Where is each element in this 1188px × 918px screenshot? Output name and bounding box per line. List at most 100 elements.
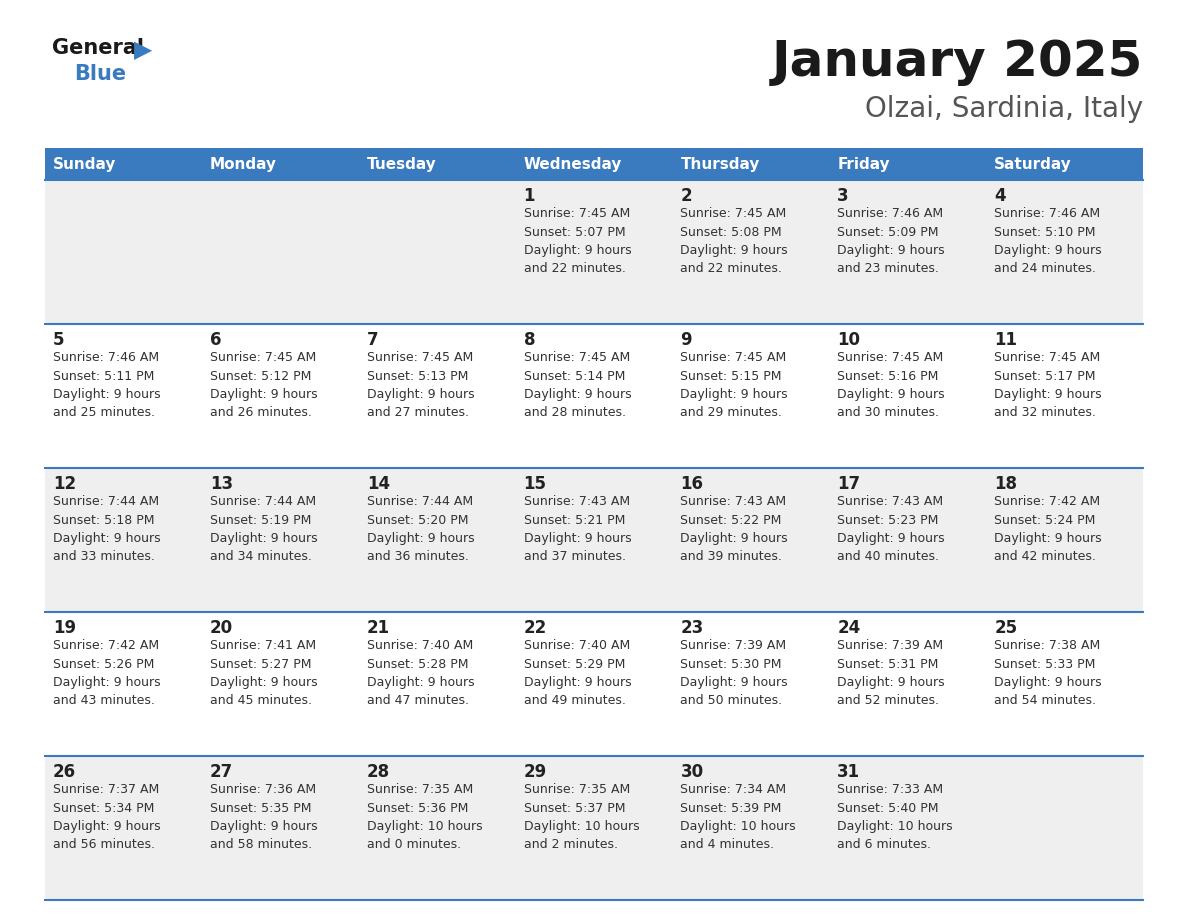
Bar — [986, 756, 1143, 900]
Text: and 2 minutes.: and 2 minutes. — [524, 838, 618, 852]
Bar — [45, 468, 202, 612]
Text: 8: 8 — [524, 331, 535, 349]
Bar — [45, 180, 202, 324]
Text: Sunset: 5:08 PM: Sunset: 5:08 PM — [681, 226, 782, 239]
Text: Daylight: 9 hours: Daylight: 9 hours — [367, 676, 474, 689]
Text: Daylight: 9 hours: Daylight: 9 hours — [524, 388, 631, 401]
Text: 21: 21 — [367, 619, 390, 637]
Text: and 22 minutes.: and 22 minutes. — [681, 263, 783, 275]
Text: Sunrise: 7:38 AM: Sunrise: 7:38 AM — [994, 639, 1100, 652]
Bar — [986, 148, 1143, 180]
Text: Daylight: 9 hours: Daylight: 9 hours — [524, 676, 631, 689]
Text: and 4 minutes.: and 4 minutes. — [681, 838, 775, 852]
Text: and 0 minutes.: and 0 minutes. — [367, 838, 461, 852]
Text: Sunrise: 7:35 AM: Sunrise: 7:35 AM — [524, 783, 630, 796]
Text: 22: 22 — [524, 619, 546, 637]
Text: Daylight: 9 hours: Daylight: 9 hours — [838, 388, 944, 401]
Bar — [986, 612, 1143, 756]
Text: Sunset: 5:34 PM: Sunset: 5:34 PM — [53, 801, 154, 814]
Bar — [829, 324, 986, 468]
Text: 2: 2 — [681, 187, 693, 205]
Text: 6: 6 — [210, 331, 221, 349]
Text: Wednesday: Wednesday — [524, 156, 623, 172]
Bar — [986, 180, 1143, 324]
Text: Daylight: 10 hours: Daylight: 10 hours — [681, 820, 796, 833]
Text: Daylight: 9 hours: Daylight: 9 hours — [838, 676, 944, 689]
Text: Sunrise: 7:43 AM: Sunrise: 7:43 AM — [681, 495, 786, 508]
Text: Sunset: 5:21 PM: Sunset: 5:21 PM — [524, 513, 625, 527]
Text: Sunrise: 7:44 AM: Sunrise: 7:44 AM — [53, 495, 159, 508]
Text: and 27 minutes.: and 27 minutes. — [367, 407, 469, 420]
Text: 25: 25 — [994, 619, 1017, 637]
Text: Sunset: 5:39 PM: Sunset: 5:39 PM — [681, 801, 782, 814]
Text: Sunrise: 7:39 AM: Sunrise: 7:39 AM — [681, 639, 786, 652]
Text: Daylight: 9 hours: Daylight: 9 hours — [681, 532, 788, 545]
Text: Sunrise: 7:37 AM: Sunrise: 7:37 AM — [53, 783, 159, 796]
Text: Sunset: 5:17 PM: Sunset: 5:17 PM — [994, 370, 1095, 383]
Text: Sunset: 5:18 PM: Sunset: 5:18 PM — [53, 513, 154, 527]
Text: Daylight: 9 hours: Daylight: 9 hours — [838, 532, 944, 545]
Bar — [986, 468, 1143, 612]
Text: Sunrise: 7:34 AM: Sunrise: 7:34 AM — [681, 783, 786, 796]
Text: Olzai, Sardinia, Italy: Olzai, Sardinia, Italy — [865, 95, 1143, 123]
Text: 3: 3 — [838, 187, 849, 205]
Text: Daylight: 9 hours: Daylight: 9 hours — [367, 388, 474, 401]
Bar — [359, 180, 516, 324]
Text: Sunset: 5:13 PM: Sunset: 5:13 PM — [367, 370, 468, 383]
Text: Sunset: 5:10 PM: Sunset: 5:10 PM — [994, 226, 1095, 239]
Text: Daylight: 9 hours: Daylight: 9 hours — [681, 676, 788, 689]
Bar — [359, 468, 516, 612]
Text: Daylight: 9 hours: Daylight: 9 hours — [681, 244, 788, 257]
Text: Sunrise: 7:42 AM: Sunrise: 7:42 AM — [994, 495, 1100, 508]
Bar — [672, 324, 829, 468]
Text: 24: 24 — [838, 619, 860, 637]
Text: 27: 27 — [210, 763, 233, 781]
Text: Sunset: 5:29 PM: Sunset: 5:29 PM — [524, 657, 625, 670]
Text: January 2025: January 2025 — [772, 38, 1143, 86]
Text: Sunset: 5:24 PM: Sunset: 5:24 PM — [994, 513, 1095, 527]
Text: Daylight: 9 hours: Daylight: 9 hours — [838, 244, 944, 257]
Text: and 56 minutes.: and 56 minutes. — [53, 838, 154, 852]
Text: Sunrise: 7:35 AM: Sunrise: 7:35 AM — [367, 783, 473, 796]
Bar — [202, 612, 359, 756]
Bar — [359, 612, 516, 756]
Text: and 23 minutes.: and 23 minutes. — [838, 263, 940, 275]
Text: Daylight: 9 hours: Daylight: 9 hours — [53, 532, 160, 545]
Bar — [516, 180, 672, 324]
Text: Daylight: 9 hours: Daylight: 9 hours — [210, 532, 317, 545]
Bar — [202, 180, 359, 324]
Bar — [45, 612, 202, 756]
Text: General: General — [52, 38, 144, 58]
Text: and 43 minutes.: and 43 minutes. — [53, 695, 154, 708]
Text: Sunset: 5:37 PM: Sunset: 5:37 PM — [524, 801, 625, 814]
Text: Daylight: 9 hours: Daylight: 9 hours — [994, 388, 1101, 401]
Text: Sunrise: 7:45 AM: Sunrise: 7:45 AM — [524, 207, 630, 220]
Text: and 52 minutes.: and 52 minutes. — [838, 695, 940, 708]
Text: Sunday: Sunday — [53, 156, 116, 172]
Text: Daylight: 9 hours: Daylight: 9 hours — [367, 532, 474, 545]
Text: Sunset: 5:22 PM: Sunset: 5:22 PM — [681, 513, 782, 527]
Text: Daylight: 10 hours: Daylight: 10 hours — [838, 820, 953, 833]
Text: Sunrise: 7:45 AM: Sunrise: 7:45 AM — [367, 351, 473, 364]
Text: 17: 17 — [838, 475, 860, 493]
Text: Sunrise: 7:46 AM: Sunrise: 7:46 AM — [53, 351, 159, 364]
Text: Tuesday: Tuesday — [367, 156, 436, 172]
Text: 7: 7 — [367, 331, 378, 349]
Text: and 39 minutes.: and 39 minutes. — [681, 551, 783, 564]
Text: and 6 minutes.: and 6 minutes. — [838, 838, 931, 852]
Bar — [202, 324, 359, 468]
Text: and 24 minutes.: and 24 minutes. — [994, 263, 1097, 275]
Text: and 36 minutes.: and 36 minutes. — [367, 551, 468, 564]
Text: 9: 9 — [681, 331, 693, 349]
Bar — [672, 180, 829, 324]
Bar — [45, 324, 202, 468]
Text: 19: 19 — [53, 619, 76, 637]
Bar — [672, 612, 829, 756]
Text: 15: 15 — [524, 475, 546, 493]
Text: and 22 minutes.: and 22 minutes. — [524, 263, 625, 275]
Text: and 30 minutes.: and 30 minutes. — [838, 407, 940, 420]
Text: Blue: Blue — [74, 64, 126, 84]
Text: 23: 23 — [681, 619, 703, 637]
Text: and 33 minutes.: and 33 minutes. — [53, 551, 154, 564]
Text: Daylight: 10 hours: Daylight: 10 hours — [524, 820, 639, 833]
